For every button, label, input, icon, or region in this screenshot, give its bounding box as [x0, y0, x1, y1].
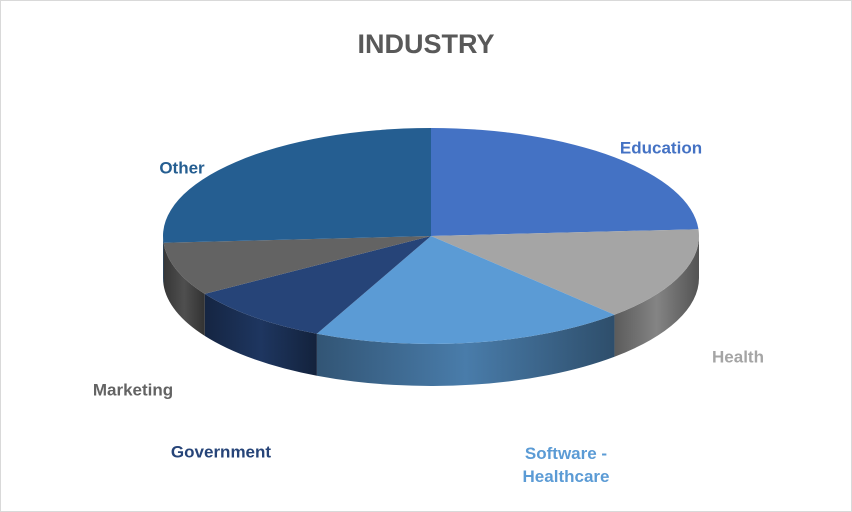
pie-slice-side: [163, 242, 205, 336]
pie-slice-side: [316, 314, 615, 386]
pie-slice-side: [163, 236, 164, 285]
pie-slice: [204, 236, 431, 334]
pie-slice-side: [204, 293, 317, 376]
slice-label: Software - Healthcare: [522, 444, 610, 486]
slice-label: Marketing: [92, 380, 174, 400]
chart-title: INDUSTRY: [357, 29, 495, 59]
pie-slice-side: [614, 236, 699, 357]
pie-slice: [431, 128, 699, 236]
slice-label: Health: [712, 347, 764, 367]
slice-label: Education: [619, 138, 703, 158]
pie-slice: [163, 128, 431, 243]
pie-slice: [316, 236, 615, 344]
slice-label: Other: [159, 158, 205, 178]
pie-slice: [431, 229, 699, 315]
slice-label: Government: [170, 442, 272, 462]
pie-slice: [163, 236, 431, 294]
